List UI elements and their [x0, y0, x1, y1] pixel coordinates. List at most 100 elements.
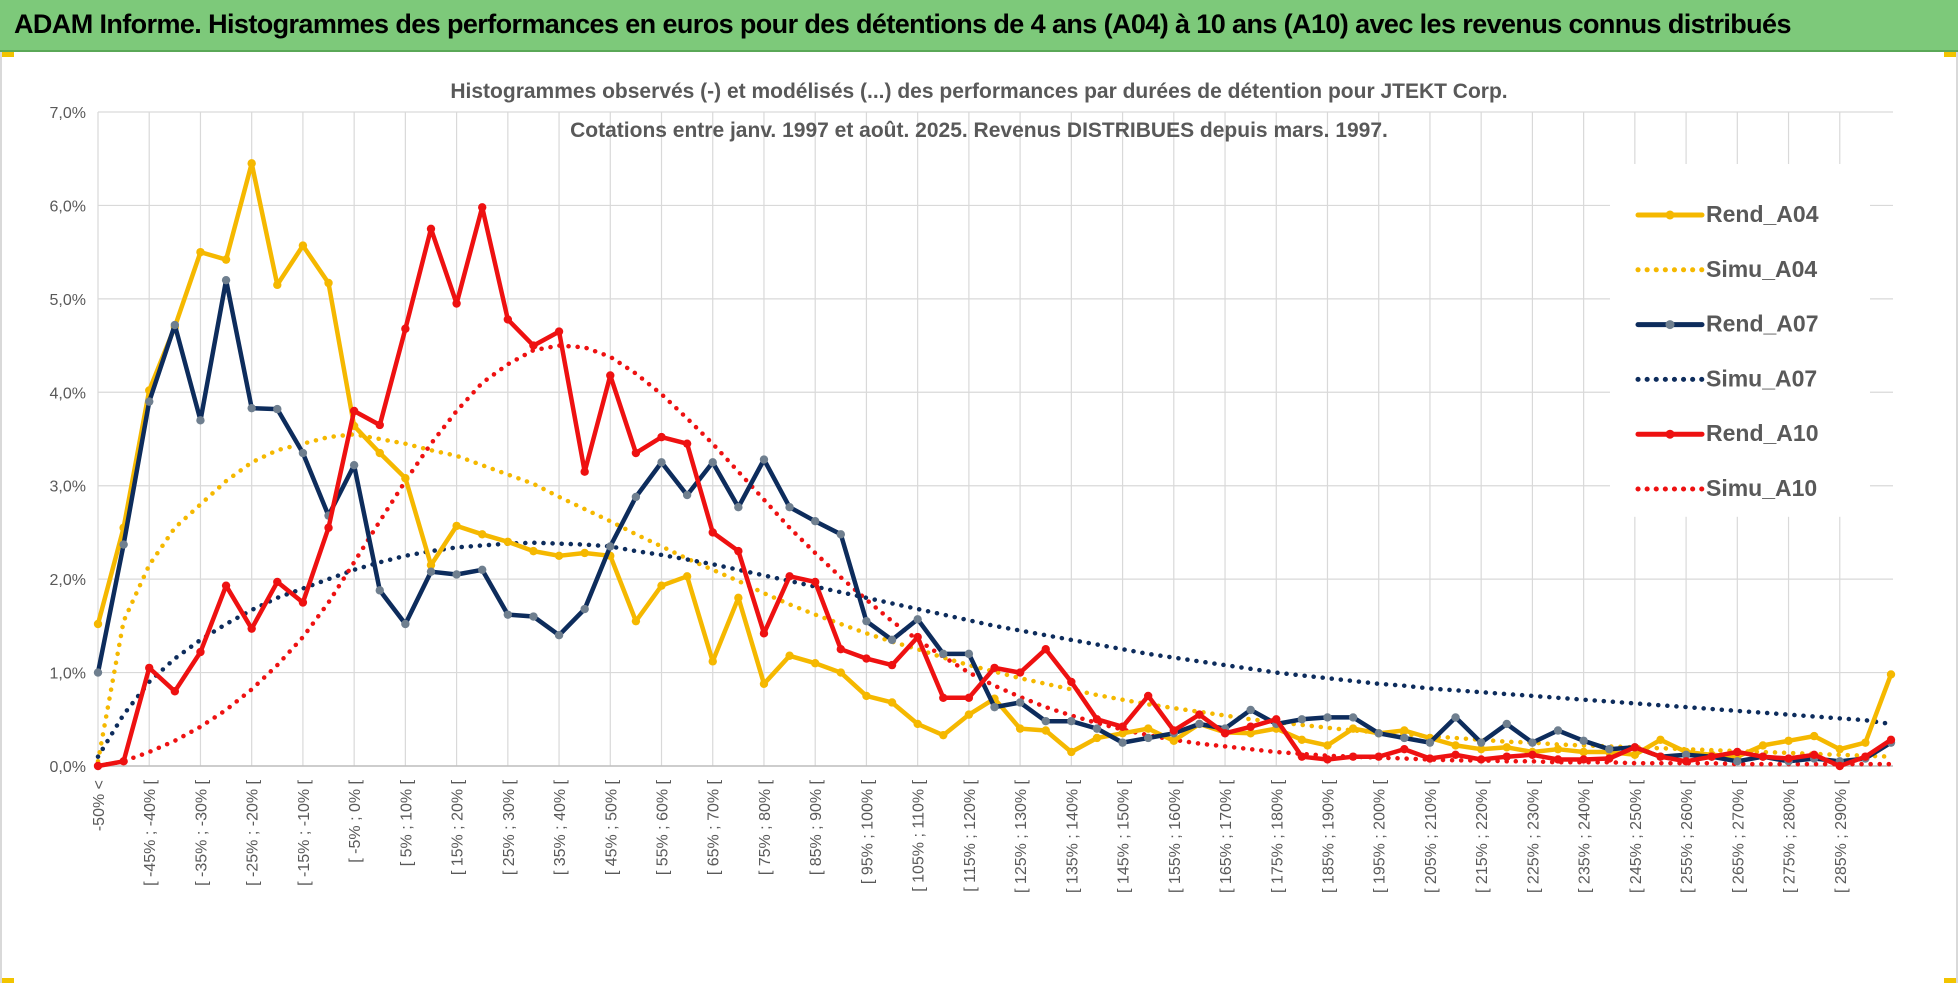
- data-point-rend-a07: [1476, 738, 1486, 747]
- data-point-rend-a07: [554, 631, 564, 640]
- data-point-rend-a04: [1246, 729, 1255, 738]
- data-point-rend-a04: [887, 698, 897, 707]
- data-point-rend-a10: [913, 632, 922, 642]
- data-point-rend-a07: [836, 530, 846, 539]
- data-point-rend-a07: [247, 403, 256, 413]
- data-point-rend-a10: [939, 693, 948, 702]
- data-point-rend-a04: [1809, 731, 1819, 741]
- data-point-rend-a04: [426, 560, 436, 570]
- data-point-rend-a10: [964, 693, 974, 702]
- data-point-rend-a07: [196, 416, 205, 425]
- data-point-rend-a07: [580, 604, 589, 614]
- data-point-rend-a04: [1835, 744, 1844, 754]
- data-point-rend-a10: [452, 299, 461, 308]
- data-point-rend-a10: [1758, 752, 1768, 761]
- data-point-rend-a04: [554, 551, 564, 560]
- corner-mark-bottom-left: [0, 978, 14, 983]
- data-point-rend-a10: [1605, 754, 1614, 763]
- x-tick-label: [ 205% ; 210% [: [1423, 779, 1440, 893]
- y-tick-label: 5,0%: [50, 292, 86, 309]
- data-point-rend-a07: [1451, 713, 1460, 722]
- data-point-rend-a07: [1348, 713, 1358, 722]
- legend-marker: [1665, 210, 1675, 220]
- data-point-rend-a04: [93, 619, 103, 629]
- data-point-rend-a04: [862, 691, 871, 701]
- x-tick-label: [ 195% ; 200% [: [1372, 779, 1389, 893]
- x-tick-label: [ 135% ; 140% [: [1064, 779, 1081, 893]
- data-point-rend-a04: [1067, 747, 1076, 757]
- data-point-rend-a10: [375, 420, 384, 430]
- data-point-rend-a04: [939, 730, 948, 740]
- x-tick-label: [ 55% ; 60% [: [655, 779, 672, 875]
- data-point-rend-a07: [1502, 719, 1511, 729]
- data-point-rend-a10: [1528, 750, 1537, 759]
- data-point-rend-a04: [1784, 736, 1793, 745]
- data-point-rend-a10: [1143, 691, 1153, 701]
- data-point-rend-a07: [1605, 744, 1614, 754]
- data-point-rend-a07: [1323, 713, 1332, 722]
- data-point-rend-a07: [273, 404, 282, 414]
- data-point-rend-a07: [759, 455, 769, 464]
- data-point-rend-a10: [1246, 722, 1255, 731]
- x-tick-label: [ 145% ; 150% [: [1116, 779, 1133, 893]
- data-point-rend-a07: [119, 540, 128, 549]
- data-point-rend-a10: [298, 598, 308, 607]
- data-point-rend-a04: [529, 546, 538, 556]
- x-tick-label: [ 115% ; 120% [: [962, 779, 979, 891]
- data-point-rend-a04: [1476, 744, 1486, 754]
- data-point-rend-a07: [401, 619, 410, 629]
- data-point-rend-a10: [324, 523, 333, 532]
- x-tick-label: [ 215% ; 220% [: [1474, 779, 1491, 893]
- data-point-rend-a10: [1476, 755, 1486, 764]
- data-point-rend-a10: [1502, 752, 1511, 761]
- data-point-rend-a07: [913, 615, 922, 624]
- data-point-rend-a10: [401, 324, 410, 333]
- data-point-rend-a10: [119, 757, 128, 766]
- x-tick-label: [ -35% ; -30% [: [193, 779, 210, 885]
- y-tick-label: 0,0%: [50, 759, 86, 776]
- x-tick-label: [ 105% ; 110% [: [911, 779, 928, 891]
- data-point-rend-a10: [1348, 752, 1358, 761]
- data-point-rend-a10: [1861, 752, 1870, 761]
- data-point-rend-a10: [1707, 752, 1716, 761]
- data-point-rend-a10: [887, 660, 897, 670]
- y-tick-label: 2,0%: [50, 572, 86, 589]
- data-point-rend-a10: [1886, 735, 1896, 745]
- data-point-rend-a04: [1400, 726, 1409, 735]
- data-point-rend-a07: [606, 542, 615, 551]
- data-point-rend-a10: [1067, 677, 1076, 687]
- data-point-rend-a10: [1041, 645, 1050, 654]
- x-tick-label: [ 75% ; 80% [: [757, 779, 774, 875]
- report-banner: ADAM Informe. Histogrammes des performan…: [0, 0, 1958, 52]
- data-point-rend-a04: [221, 255, 231, 264]
- data-point-rend-a07: [452, 570, 461, 579]
- data-point-rend-a07: [1041, 716, 1050, 726]
- data-point-rend-a04: [1656, 735, 1665, 745]
- data-point-rend-a10: [221, 581, 231, 590]
- data-point-rend-a07: [221, 275, 231, 285]
- data-point-rend-a10: [657, 432, 666, 442]
- data-point-rend-a07: [785, 503, 794, 512]
- data-point-rend-a10: [785, 572, 794, 581]
- data-point-rend-a04: [478, 530, 487, 539]
- data-point-rend-a04: [836, 668, 846, 677]
- data-point-rend-a07: [170, 320, 180, 330]
- data-point-rend-a10: [1630, 743, 1640, 752]
- data-point-rend-a04: [247, 159, 256, 168]
- data-point-rend-a04: [1758, 741, 1768, 750]
- data-point-rend-a07: [1400, 733, 1409, 743]
- data-point-rend-a10: [503, 315, 513, 324]
- data-point-rend-a10: [631, 448, 641, 458]
- data-point-rend-a04: [1092, 733, 1102, 743]
- y-tick-label: 4,0%: [50, 385, 86, 402]
- data-point-rend-a10: [1451, 750, 1460, 759]
- data-point-rend-a04: [631, 616, 641, 626]
- x-tick-label: [ 175% ; 180% [: [1269, 779, 1286, 893]
- data-point-rend-a04: [298, 241, 308, 250]
- x-tick-label: [ 155% ; 160% [: [1167, 779, 1184, 893]
- data-point-rend-a04: [913, 719, 922, 729]
- data-point-rend-a10: [1809, 750, 1819, 759]
- data-point-rend-a04: [1169, 736, 1179, 745]
- data-point-rend-a07: [1195, 719, 1204, 729]
- data-point-rend-a07: [478, 565, 487, 574]
